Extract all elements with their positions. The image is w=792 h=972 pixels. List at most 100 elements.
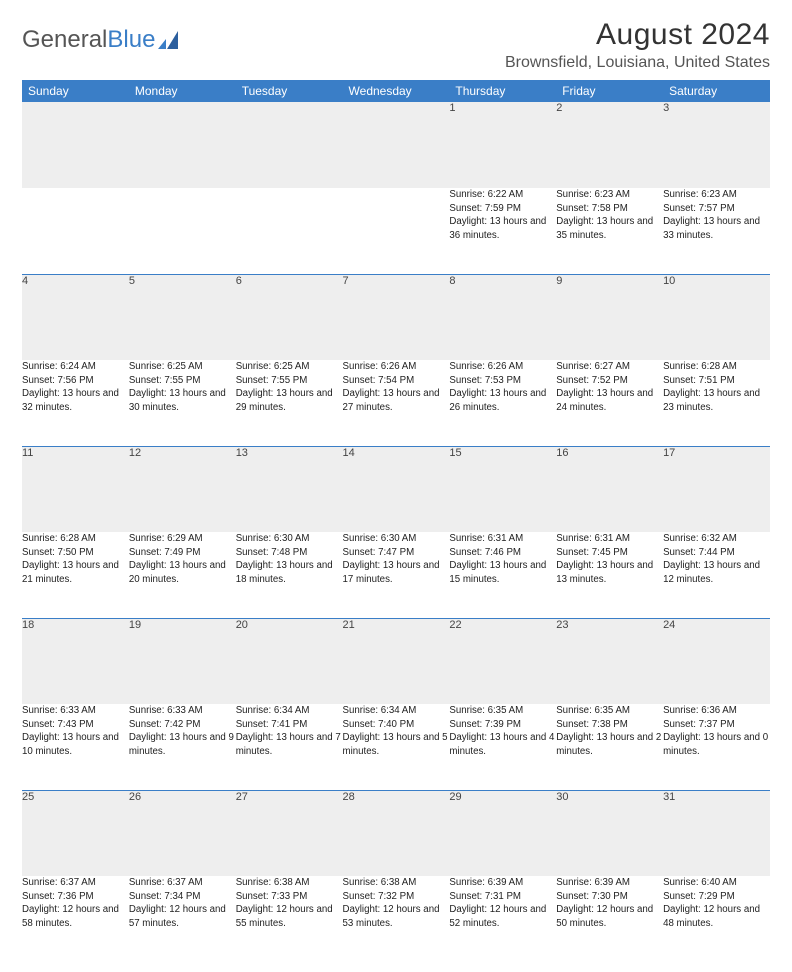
sunset-text: Sunset: 7:57 PM <box>663 202 770 216</box>
week-1-details: Sunrise: 6:24 AMSunset: 7:56 PMDaylight:… <box>22 360 770 446</box>
daylight-text: Daylight: 13 hours and 7 minutes. <box>236 731 343 758</box>
sunrise-text: Sunrise: 6:37 AM <box>129 876 236 890</box>
daylight-text: Daylight: 13 hours and 5 minutes. <box>343 731 450 758</box>
daylight-text: Daylight: 12 hours and 58 minutes. <box>22 903 129 930</box>
day-header-monday: Monday <box>129 80 236 102</box>
day-detail-cell <box>129 188 236 274</box>
week-4-numbers: 25262728293031 <box>22 790 770 876</box>
day-header-saturday: Saturday <box>663 80 770 102</box>
day-detail-cell <box>236 188 343 274</box>
daylight-text: Daylight: 13 hours and 13 minutes. <box>556 559 663 586</box>
day-number-cell: 21 <box>343 618 450 704</box>
day-number-cell: 23 <box>556 618 663 704</box>
day-number-cell: 7 <box>343 274 450 360</box>
sunset-text: Sunset: 7:41 PM <box>236 718 343 732</box>
day-detail-cell: Sunrise: 6:35 AMSunset: 7:39 PMDaylight:… <box>449 704 556 790</box>
sunrise-text: Sunrise: 6:32 AM <box>663 532 770 546</box>
day-number-cell: 19 <box>129 618 236 704</box>
daylight-text: Daylight: 13 hours and 17 minutes. <box>343 559 450 586</box>
week-1-numbers: 45678910 <box>22 274 770 360</box>
day-detail-cell: Sunrise: 6:39 AMSunset: 7:30 PMDaylight:… <box>556 876 663 962</box>
sunrise-text: Sunrise: 6:27 AM <box>556 360 663 374</box>
day-number-cell: 9 <box>556 274 663 360</box>
daylight-text: Daylight: 13 hours and 36 minutes. <box>449 215 556 242</box>
day-detail-cell: Sunrise: 6:34 AMSunset: 7:40 PMDaylight:… <box>343 704 450 790</box>
sunset-text: Sunset: 7:55 PM <box>236 374 343 388</box>
day-number-cell: 2 <box>556 102 663 188</box>
sunset-text: Sunset: 7:32 PM <box>343 890 450 904</box>
sunrise-text: Sunrise: 6:25 AM <box>236 360 343 374</box>
sunset-text: Sunset: 7:30 PM <box>556 890 663 904</box>
day-number-cell: 12 <box>129 446 236 532</box>
sunset-text: Sunset: 7:37 PM <box>663 718 770 732</box>
day-detail-cell: Sunrise: 6:23 AMSunset: 7:58 PMDaylight:… <box>556 188 663 274</box>
sunrise-text: Sunrise: 6:33 AM <box>129 704 236 718</box>
sunrise-text: Sunrise: 6:30 AM <box>236 532 343 546</box>
day-detail-cell: Sunrise: 6:22 AMSunset: 7:59 PMDaylight:… <box>449 188 556 274</box>
daylight-text: Daylight: 13 hours and 26 minutes. <box>449 387 556 414</box>
day-detail-cell: Sunrise: 6:37 AMSunset: 7:34 PMDaylight:… <box>129 876 236 962</box>
day-number-cell <box>22 102 129 188</box>
day-detail-cell: Sunrise: 6:31 AMSunset: 7:46 PMDaylight:… <box>449 532 556 618</box>
brand-part2: Blue <box>107 26 155 54</box>
daylight-text: Daylight: 13 hours and 9 minutes. <box>129 731 236 758</box>
day-detail-cell: Sunrise: 6:27 AMSunset: 7:52 PMDaylight:… <box>556 360 663 446</box>
daylight-text: Daylight: 13 hours and 18 minutes. <box>236 559 343 586</box>
sunset-text: Sunset: 7:58 PM <box>556 202 663 216</box>
sunrise-text: Sunrise: 6:31 AM <box>449 532 556 546</box>
day-header-row: SundayMondayTuesdayWednesdayThursdayFrid… <box>22 80 770 102</box>
daylight-text: Daylight: 12 hours and 52 minutes. <box>449 903 556 930</box>
day-number-cell: 5 <box>129 274 236 360</box>
month-title: August 2024 <box>505 18 770 52</box>
sunrise-text: Sunrise: 6:33 AM <box>22 704 129 718</box>
day-number-cell: 16 <box>556 446 663 532</box>
day-header-thursday: Thursday <box>449 80 556 102</box>
sunrise-text: Sunrise: 6:26 AM <box>449 360 556 374</box>
day-number-cell: 26 <box>129 790 236 876</box>
day-header-friday: Friday <box>556 80 663 102</box>
day-detail-cell: Sunrise: 6:26 AMSunset: 7:53 PMDaylight:… <box>449 360 556 446</box>
day-detail-cell: Sunrise: 6:34 AMSunset: 7:41 PMDaylight:… <box>236 704 343 790</box>
sunrise-text: Sunrise: 6:37 AM <box>22 876 129 890</box>
daylight-text: Daylight: 13 hours and 33 minutes. <box>663 215 770 242</box>
day-number-cell: 1 <box>449 102 556 188</box>
day-detail-cell: Sunrise: 6:39 AMSunset: 7:31 PMDaylight:… <box>449 876 556 962</box>
daylight-text: Daylight: 13 hours and 35 minutes. <box>556 215 663 242</box>
day-detail-cell: Sunrise: 6:33 AMSunset: 7:42 PMDaylight:… <box>129 704 236 790</box>
day-number-cell: 17 <box>663 446 770 532</box>
daylight-text: Daylight: 13 hours and 27 minutes. <box>343 387 450 414</box>
daylight-text: Daylight: 13 hours and 30 minutes. <box>129 387 236 414</box>
week-2-numbers: 11121314151617 <box>22 446 770 532</box>
sunrise-text: Sunrise: 6:36 AM <box>663 704 770 718</box>
sunset-text: Sunset: 7:40 PM <box>343 718 450 732</box>
daylight-text: Daylight: 13 hours and 0 minutes. <box>663 731 770 758</box>
day-detail-cell: Sunrise: 6:38 AMSunset: 7:32 PMDaylight:… <box>343 876 450 962</box>
day-number-cell: 22 <box>449 618 556 704</box>
sunset-text: Sunset: 7:55 PM <box>129 374 236 388</box>
daylight-text: Daylight: 12 hours and 57 minutes. <box>129 903 236 930</box>
sunrise-text: Sunrise: 6:38 AM <box>343 876 450 890</box>
sunset-text: Sunset: 7:47 PM <box>343 546 450 560</box>
sunrise-text: Sunrise: 6:39 AM <box>556 876 663 890</box>
sunset-text: Sunset: 7:50 PM <box>22 546 129 560</box>
daylight-text: Daylight: 12 hours and 48 minutes. <box>663 903 770 930</box>
week-0-numbers: 123 <box>22 102 770 188</box>
sunset-text: Sunset: 7:48 PM <box>236 546 343 560</box>
day-number-cell: 6 <box>236 274 343 360</box>
sunrise-text: Sunrise: 6:40 AM <box>663 876 770 890</box>
calendar-head: SundayMondayTuesdayWednesdayThursdayFrid… <box>22 80 770 102</box>
brand-part1: General <box>22 26 107 54</box>
calendar-body: 123 Sunrise: 6:22 AMSunset: 7:59 PMDayli… <box>22 102 770 962</box>
day-detail-cell: Sunrise: 6:38 AMSunset: 7:33 PMDaylight:… <box>236 876 343 962</box>
sunrise-text: Sunrise: 6:22 AM <box>449 188 556 202</box>
day-number-cell: 27 <box>236 790 343 876</box>
week-0-details: Sunrise: 6:22 AMSunset: 7:59 PMDaylight:… <box>22 188 770 274</box>
day-detail-cell: Sunrise: 6:32 AMSunset: 7:44 PMDaylight:… <box>663 532 770 618</box>
daylight-text: Daylight: 13 hours and 20 minutes. <box>129 559 236 586</box>
day-detail-cell: Sunrise: 6:36 AMSunset: 7:37 PMDaylight:… <box>663 704 770 790</box>
day-header-wednesday: Wednesday <box>343 80 450 102</box>
day-number-cell: 25 <box>22 790 129 876</box>
sunrise-text: Sunrise: 6:34 AM <box>236 704 343 718</box>
sunset-text: Sunset: 7:45 PM <box>556 546 663 560</box>
day-detail-cell: Sunrise: 6:25 AMSunset: 7:55 PMDaylight:… <box>129 360 236 446</box>
